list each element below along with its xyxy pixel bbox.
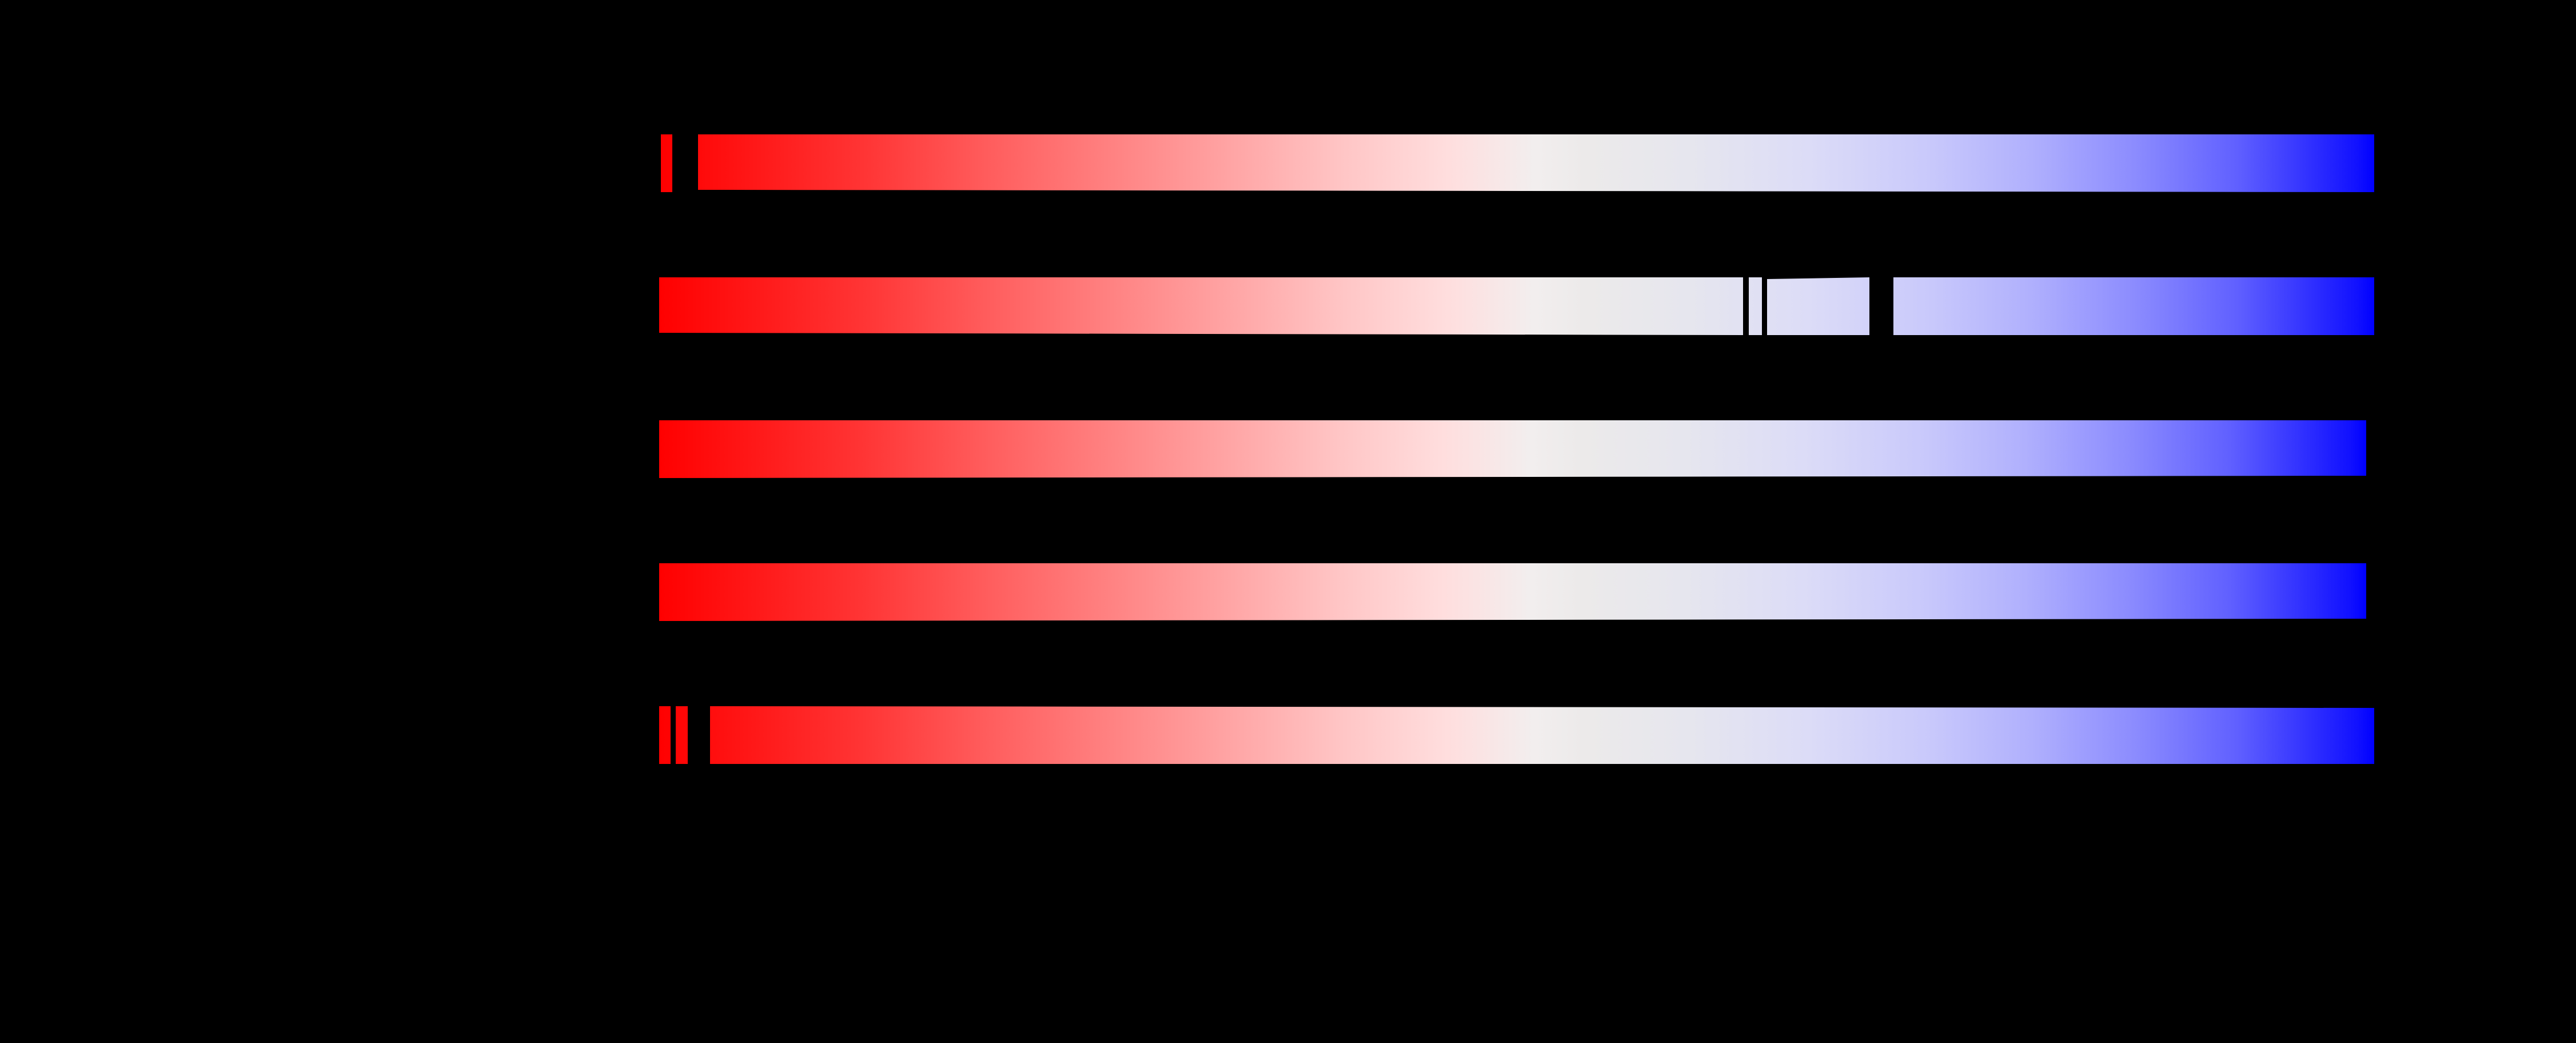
- colorbar-segment-r2-s4: [1893, 277, 2374, 335]
- colorbar-segment-r3-s1: [659, 420, 2366, 478]
- colorbar-segment-r2-s1: [659, 277, 1743, 335]
- colorbar-segment-r4-s1: [659, 563, 2366, 621]
- colorbar-segment-r5-s2: [676, 706, 688, 764]
- colorbar-row-1[interactable]: [0, 134, 2576, 192]
- colorbar-row-3[interactable]: [0, 420, 2576, 478]
- colorbar-segment-r2-s3: [1767, 277, 1869, 335]
- colorbar-segment-r5-s1: [659, 706, 671, 764]
- colorbar-row-4[interactable]: [0, 563, 2576, 621]
- colorbar-segment-r2-s2: [1749, 277, 1762, 335]
- colorbar-segment-r5-s3: [710, 706, 2374, 764]
- colorbar-row-5[interactable]: [0, 706, 2576, 764]
- colorbar-segment-r1-s1: [661, 134, 672, 192]
- colorbar-segment-r1-s2: [698, 134, 2374, 192]
- colorbar-row-2[interactable]: [0, 277, 2576, 335]
